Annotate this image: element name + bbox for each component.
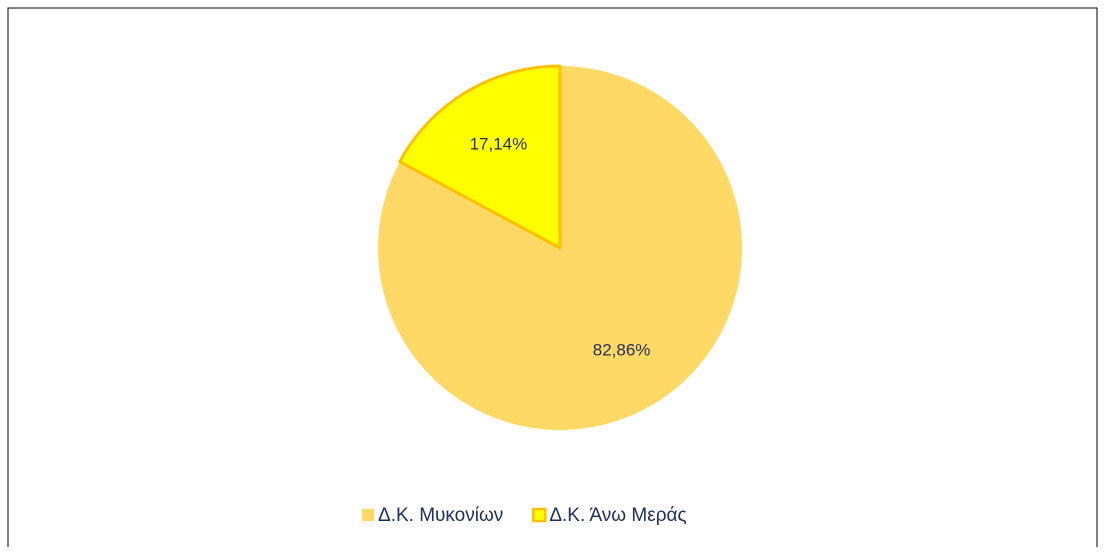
legend-label: Δ.Κ. Μυκονίων bbox=[378, 505, 503, 526]
data-label: 17,14% bbox=[470, 134, 528, 153]
data-label: 82,86% bbox=[593, 341, 651, 360]
legend-swatch bbox=[362, 509, 374, 521]
pie-slice bbox=[398, 64, 562, 250]
legend-swatch bbox=[532, 507, 547, 523]
legend-label: Δ.Κ. Άνω Μεράς bbox=[549, 505, 686, 526]
